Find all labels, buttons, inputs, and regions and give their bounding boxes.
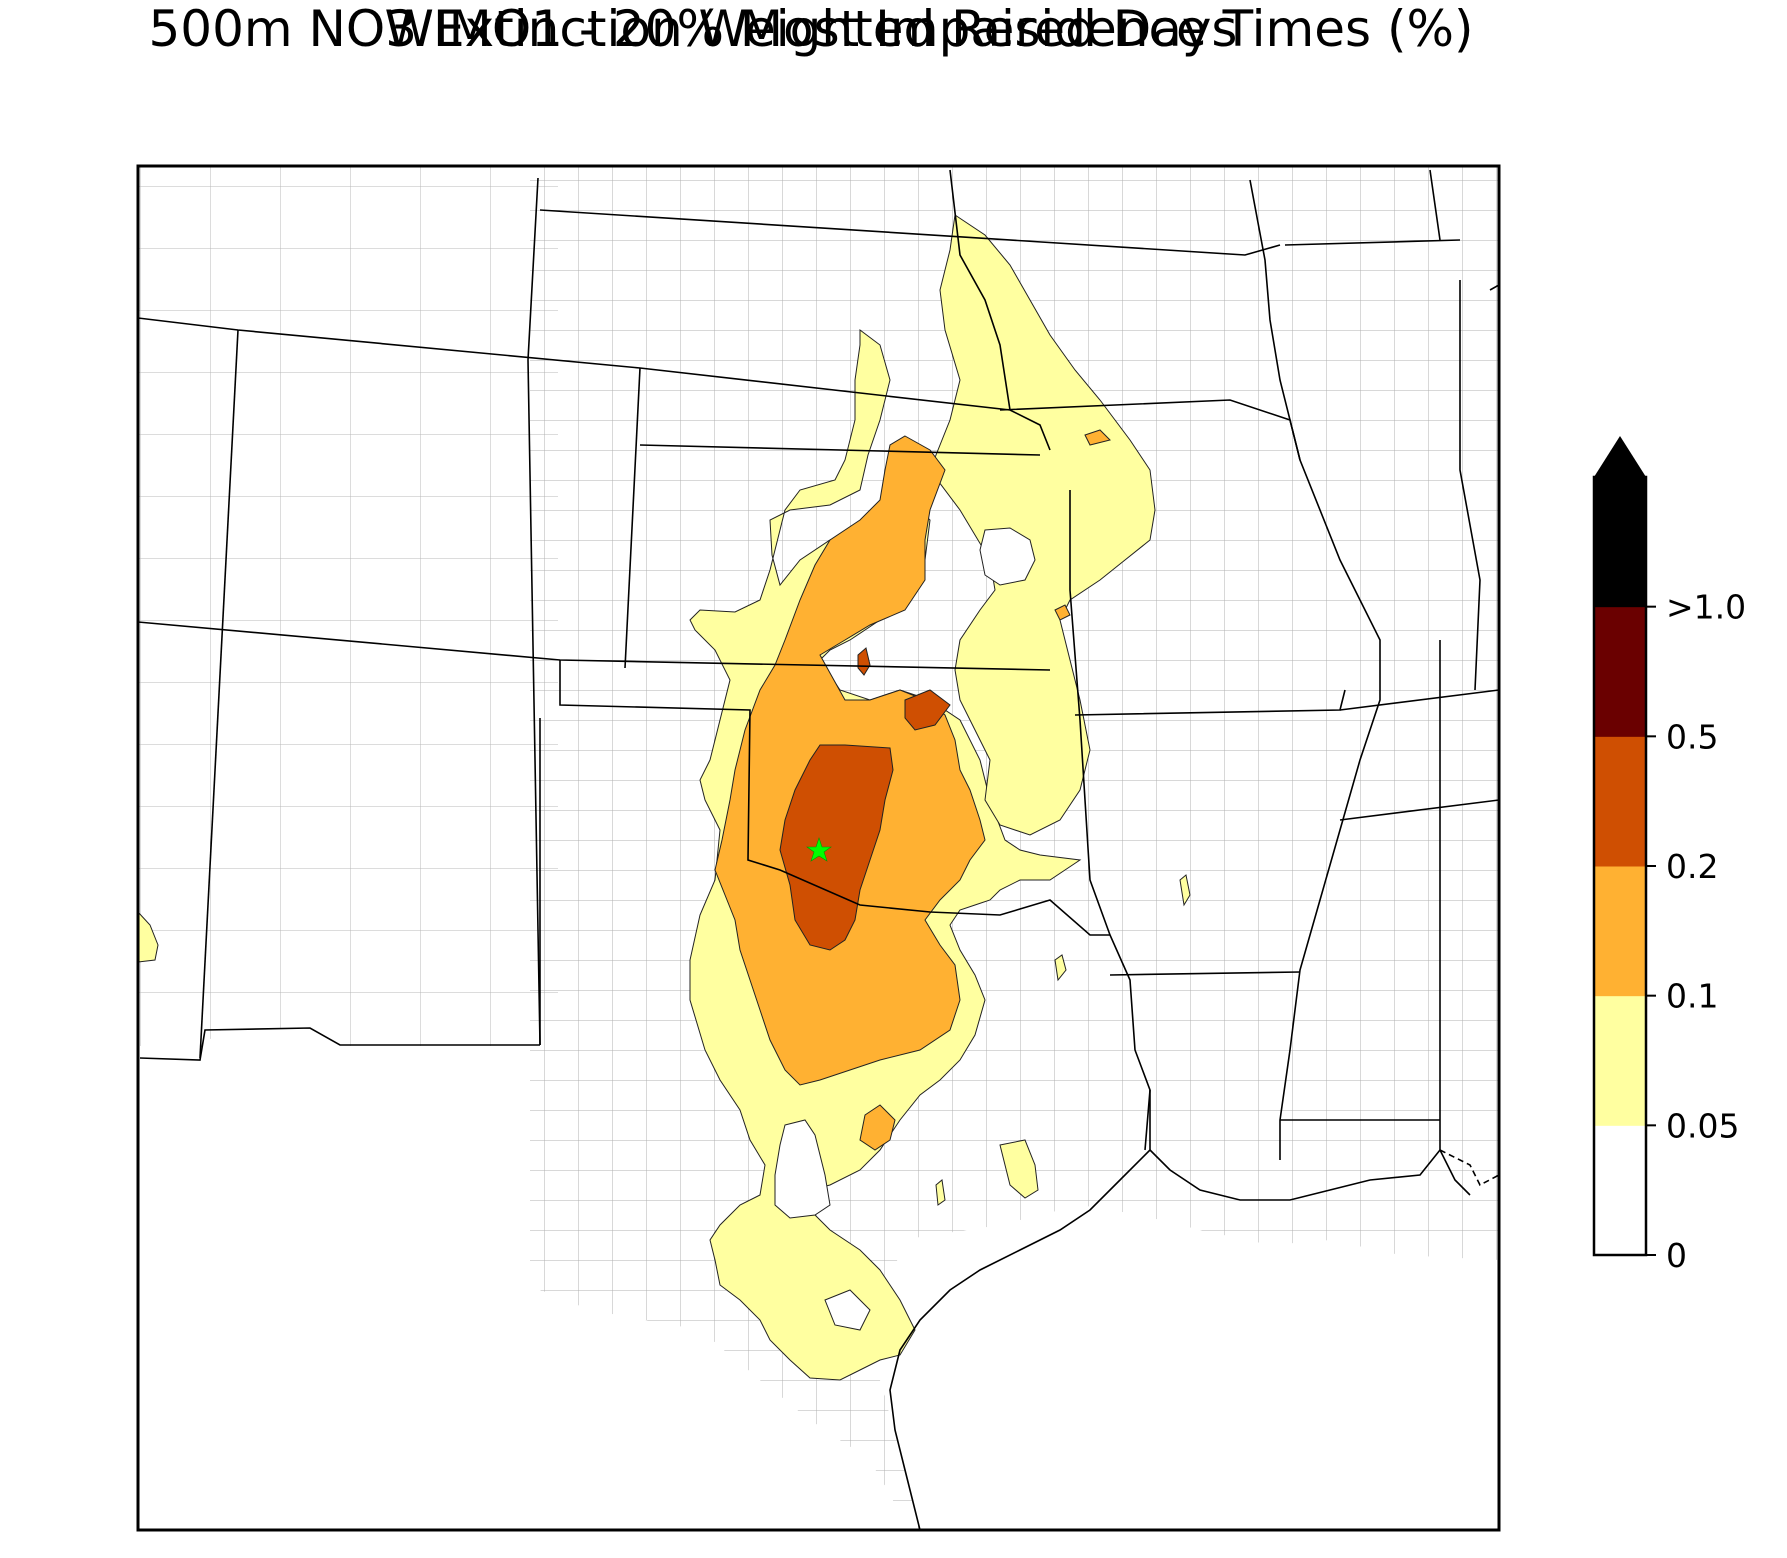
- colorbar-tick-label: 0.1: [1666, 977, 1718, 1016]
- colorbar-tick-label: 0.05: [1666, 1106, 1739, 1145]
- contour-0.2-0.5: [779, 647, 951, 951]
- mexico-region: [138, 1025, 910, 1530]
- colorbar-tick-label: 0: [1666, 1236, 1687, 1275]
- colorbar-tick-label: >1.0: [1666, 588, 1746, 627]
- map-title: WIMO1 - 20% Most Impaired Days: [384, 0, 1238, 58]
- colorbar-segment: [1594, 736, 1646, 867]
- gulf-of-mexico: [880, 1205, 1499, 1530]
- map-area: [138, 166, 1499, 1530]
- colorbar-segment: [1594, 606, 1646, 737]
- colorbar-tick-label: 0.2: [1666, 847, 1718, 886]
- colorbar-segment: [1594, 1125, 1646, 1256]
- map-subtitle: 500m NO3 Extinction Weighted Residence T…: [148, 0, 1474, 58]
- colorbar-segment: [1594, 866, 1646, 997]
- low-value-hole-kansas: [979, 527, 1036, 586]
- colorbar: 0 0.05 0.1 0.2 0.5 >1.0: [1592, 436, 1746, 1275]
- low-value-hole-texas: [774, 1119, 831, 1219]
- low-value-hole-south-texas: [824, 1289, 871, 1331]
- colorbar-segment: [1594, 995, 1646, 1126]
- map-frame: [136, 164, 1501, 1532]
- colorbar-extend-arrow: [1594, 436, 1646, 477]
- gulf-coastline: [1149, 1149, 1441, 1201]
- site-marker-star: [806, 837, 832, 862]
- texas-coastline: [889, 1090, 1151, 1530]
- state-borders: [138, 169, 1499, 1196]
- colorbar-segment: [1594, 477, 1646, 608]
- colorbar-tick-label: 0.5: [1666, 717, 1718, 756]
- county-lines-west: [138, 166, 558, 1046]
